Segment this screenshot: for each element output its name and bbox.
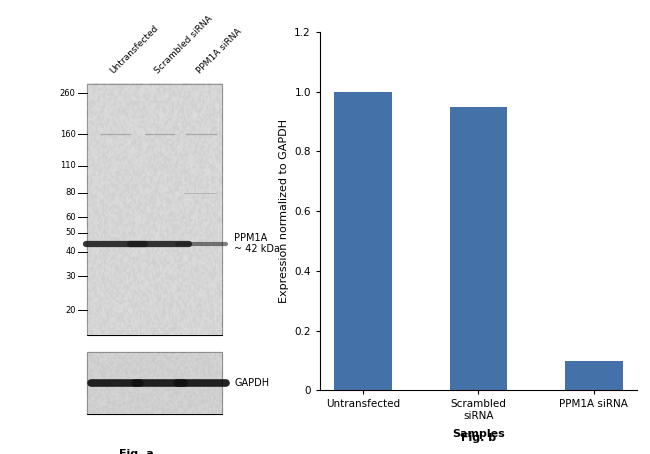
- Bar: [565, 360, 623, 390]
- Text: 260: 260: [60, 89, 76, 98]
- Text: 40: 40: [65, 247, 76, 256]
- Text: 50: 50: [65, 228, 76, 237]
- Text: GAPDH: GAPDH: [235, 378, 270, 388]
- Text: PPM1A
~ 42 kDa: PPM1A ~ 42 kDa: [235, 233, 280, 254]
- X-axis label: Samples: Samples: [452, 429, 505, 439]
- Text: Fig. a: Fig. a: [119, 449, 153, 454]
- Y-axis label: Expression normalized to GAPDH: Expression normalized to GAPDH: [279, 119, 289, 303]
- Text: Fig. b: Fig. b: [461, 433, 496, 443]
- Text: Untransfected: Untransfected: [109, 23, 161, 75]
- Text: 20: 20: [65, 306, 76, 315]
- Text: 160: 160: [60, 130, 76, 139]
- Text: 80: 80: [65, 188, 76, 197]
- FancyBboxPatch shape: [87, 352, 222, 414]
- FancyBboxPatch shape: [87, 84, 222, 335]
- Text: PPM1A siRNA: PPM1A siRNA: [195, 26, 243, 75]
- Text: 60: 60: [65, 213, 76, 222]
- Text: 110: 110: [60, 162, 76, 170]
- Bar: [450, 107, 507, 390]
- Bar: [334, 92, 392, 390]
- Text: 30: 30: [65, 271, 76, 281]
- Text: Scrambled siRNA: Scrambled siRNA: [153, 14, 215, 75]
